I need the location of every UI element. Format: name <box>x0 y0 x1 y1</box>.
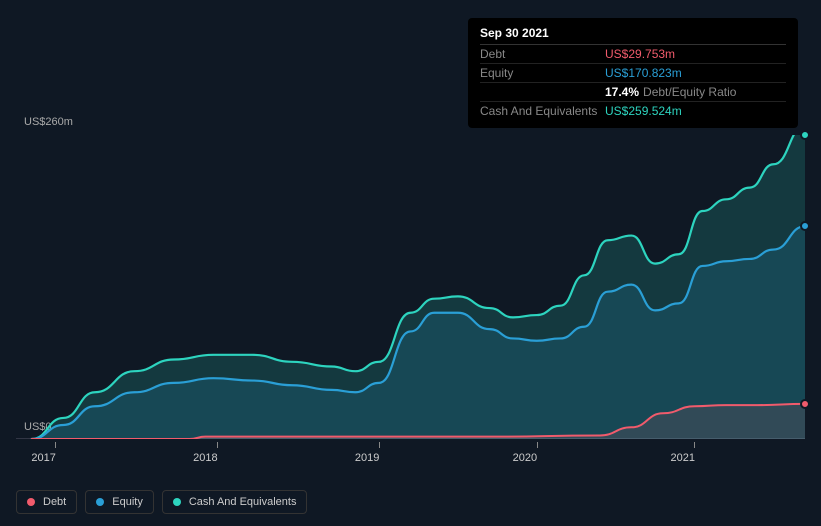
chart-plot <box>16 135 805 439</box>
x-tick: 2019 <box>367 442 391 464</box>
x-tick-mark <box>537 442 538 448</box>
series-marker <box>800 221 810 231</box>
x-tick-label: 2020 <box>513 452 537 464</box>
legend-dot-icon <box>96 498 104 506</box>
legend-dot-icon <box>173 498 181 506</box>
chart-svg <box>16 135 805 439</box>
chart-tooltip: Sep 30 2021 DebtUS$29.753mEquityUS$170.8… <box>468 18 798 128</box>
legend-label: Cash And Equivalents <box>189 496 297 508</box>
legend-item[interactable]: Debt <box>16 490 77 514</box>
x-tick-mark <box>217 442 218 448</box>
x-tick-mark <box>379 442 380 448</box>
tooltip-row-value: US$29.753m <box>605 47 675 61</box>
x-tick-mark <box>694 442 695 448</box>
tooltip-row-value: US$170.823m <box>605 66 682 80</box>
tooltip-row-value: 17.4%Debt/Equity Ratio <box>605 85 736 99</box>
tooltip-row: 17.4%Debt/Equity Ratio <box>480 82 786 101</box>
x-tick: 2021 <box>683 442 707 464</box>
x-tick-label: 2018 <box>193 452 217 464</box>
legend-label: Equity <box>112 496 143 508</box>
legend-item[interactable]: Cash And Equivalents <box>162 490 308 514</box>
x-tick-label: 2021 <box>670 452 694 464</box>
tooltip-date: Sep 30 2021 <box>480 26 786 44</box>
tooltip-row-label: Cash And Equivalents <box>480 104 605 118</box>
legend-item[interactable]: Equity <box>85 490 154 514</box>
legend: Debt Equity Cash And Equivalents <box>16 490 307 514</box>
x-tick: 2018 <box>205 442 229 464</box>
legend-dot-icon <box>27 498 35 506</box>
tooltip-row: EquityUS$170.823m <box>480 63 786 82</box>
x-tick-mark <box>55 442 56 448</box>
tooltip-row-label: Equity <box>480 66 605 80</box>
tooltip-rows: DebtUS$29.753mEquityUS$170.823m17.4%Debt… <box>480 44 786 120</box>
tooltip-row-label: Debt <box>480 47 605 61</box>
legend-label: Debt <box>43 496 66 508</box>
series-marker <box>800 399 810 409</box>
y-axis-label: US$260m <box>24 116 73 128</box>
x-tick: 2017 <box>44 442 68 464</box>
tooltip-row-label <box>480 85 605 99</box>
x-tick-label: 2019 <box>355 452 379 464</box>
tooltip-row: DebtUS$29.753m <box>480 44 786 63</box>
x-tick-label: 2017 <box>31 452 55 464</box>
x-tick: 2020 <box>525 442 549 464</box>
tooltip-row: Cash And EquivalentsUS$259.524m <box>480 101 786 120</box>
tooltip-row-value: US$259.524m <box>605 104 682 118</box>
series-marker <box>800 130 810 140</box>
